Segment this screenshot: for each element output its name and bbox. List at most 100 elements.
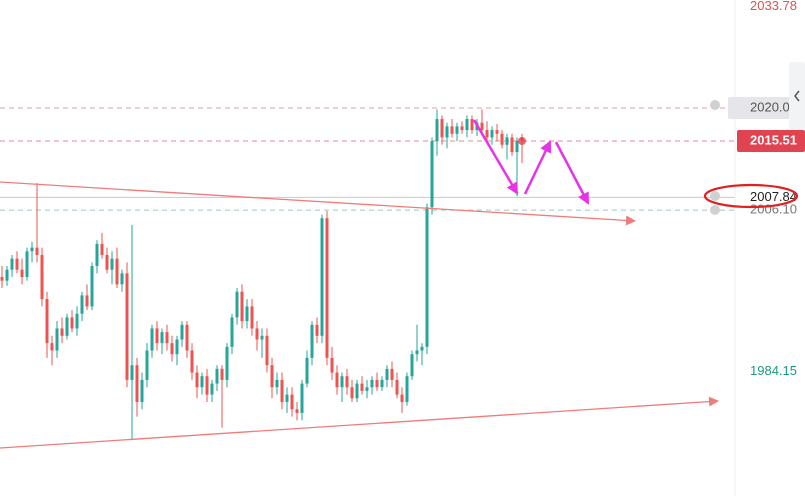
candle-body bbox=[90, 266, 94, 307]
candle-body bbox=[230, 317, 234, 347]
candle-body bbox=[190, 350, 194, 373]
candle-body bbox=[185, 324, 189, 351]
candle-body bbox=[95, 243, 99, 267]
candle-body bbox=[110, 258, 114, 270]
candle-body bbox=[325, 218, 329, 358]
candle-body bbox=[40, 254, 44, 300]
candle-body bbox=[180, 324, 184, 340]
price-label: 2020.00 bbox=[750, 99, 797, 114]
candle-body bbox=[280, 379, 284, 402]
price-label: 2006.10 bbox=[750, 202, 797, 217]
candle-body bbox=[5, 269, 9, 281]
candle-body bbox=[85, 295, 89, 307]
candle-body bbox=[515, 141, 519, 153]
candle-body bbox=[220, 368, 224, 380]
candle-body bbox=[200, 376, 204, 388]
candle-body bbox=[130, 365, 134, 380]
candle-body bbox=[285, 394, 289, 402]
candle-body bbox=[270, 365, 274, 388]
price-label: 1984.15 bbox=[750, 363, 797, 378]
price-box bbox=[728, 97, 790, 120]
candle-body bbox=[225, 346, 229, 380]
price-levels bbox=[0, 107, 735, 211]
candle-body bbox=[380, 379, 384, 388]
candle-body bbox=[35, 247, 39, 255]
candle-body bbox=[490, 130, 494, 138]
candle-body bbox=[150, 328, 154, 351]
candle-body bbox=[55, 328, 59, 351]
candle-body bbox=[505, 137, 509, 145]
candle-body bbox=[165, 332, 169, 344]
candle-body bbox=[500, 133, 504, 145]
trend-line bbox=[0, 181, 636, 226]
candle-body bbox=[45, 299, 49, 344]
candle-body bbox=[65, 317, 69, 336]
candle-body bbox=[105, 254, 109, 270]
annotation-arrows bbox=[472, 119, 590, 205]
candle-body bbox=[255, 328, 259, 340]
candle-body bbox=[440, 119, 444, 138]
candle-body bbox=[125, 273, 129, 380]
candle-body bbox=[240, 291, 244, 322]
candle-body bbox=[480, 122, 484, 131]
candle-body bbox=[305, 357, 309, 384]
candle-body bbox=[20, 269, 24, 278]
candle-body bbox=[395, 379, 399, 395]
candle-body bbox=[70, 317, 74, 329]
candle-body bbox=[455, 126, 459, 134]
candle-body bbox=[385, 368, 389, 380]
candle-body bbox=[265, 335, 269, 366]
candle-body bbox=[495, 130, 499, 134]
candle-body bbox=[205, 376, 209, 395]
candle-body bbox=[400, 394, 404, 402]
candle-body bbox=[120, 273, 124, 285]
candle-body bbox=[250, 306, 254, 329]
candle-body bbox=[340, 376, 344, 388]
candle-body bbox=[410, 354, 414, 377]
candle-body bbox=[235, 291, 239, 318]
candle-body bbox=[0, 277, 4, 281]
candle-body bbox=[175, 339, 179, 355]
candle-body bbox=[510, 137, 514, 153]
candle-body bbox=[435, 119, 439, 142]
candle-body bbox=[10, 258, 14, 270]
price-label: 2033.78 bbox=[750, 0, 797, 13]
candle-body bbox=[330, 357, 334, 373]
candle-body bbox=[430, 141, 434, 208]
price-label: 2015.51 bbox=[750, 132, 797, 147]
candle-body bbox=[115, 258, 119, 285]
candle-body bbox=[245, 306, 249, 322]
price-label: 2007.84 bbox=[750, 189, 797, 204]
candle-body bbox=[50, 343, 54, 351]
trend-line bbox=[0, 396, 719, 449]
candle-body bbox=[315, 324, 319, 336]
candle-body bbox=[75, 313, 79, 329]
candle-body bbox=[260, 335, 264, 340]
candle-body bbox=[135, 365, 139, 402]
bell-icons bbox=[710, 100, 720, 215]
collapse-tab[interactable] bbox=[789, 62, 805, 130]
candle-body bbox=[390, 368, 394, 380]
highlight-ellipse bbox=[703, 183, 799, 209]
current-price-dot bbox=[518, 137, 526, 146]
candle-body bbox=[360, 383, 364, 391]
candle-body bbox=[210, 383, 214, 395]
candle-body bbox=[485, 130, 489, 138]
candle-body bbox=[155, 328, 159, 344]
candle-body bbox=[140, 379, 144, 402]
candle-body bbox=[195, 372, 199, 388]
candle-body bbox=[375, 379, 379, 388]
candle-body bbox=[445, 126, 449, 138]
candle-body bbox=[460, 126, 464, 131]
candle-body bbox=[30, 247, 34, 252]
candle-body bbox=[215, 368, 219, 384]
candles bbox=[0, 109, 526, 441]
candle-body bbox=[320, 218, 324, 336]
candle-body bbox=[170, 343, 174, 355]
candle-body bbox=[295, 409, 299, 413]
candle-body bbox=[275, 379, 279, 388]
price-box bbox=[737, 130, 805, 153]
candle-body bbox=[370, 379, 374, 388]
candle-body bbox=[25, 251, 29, 278]
